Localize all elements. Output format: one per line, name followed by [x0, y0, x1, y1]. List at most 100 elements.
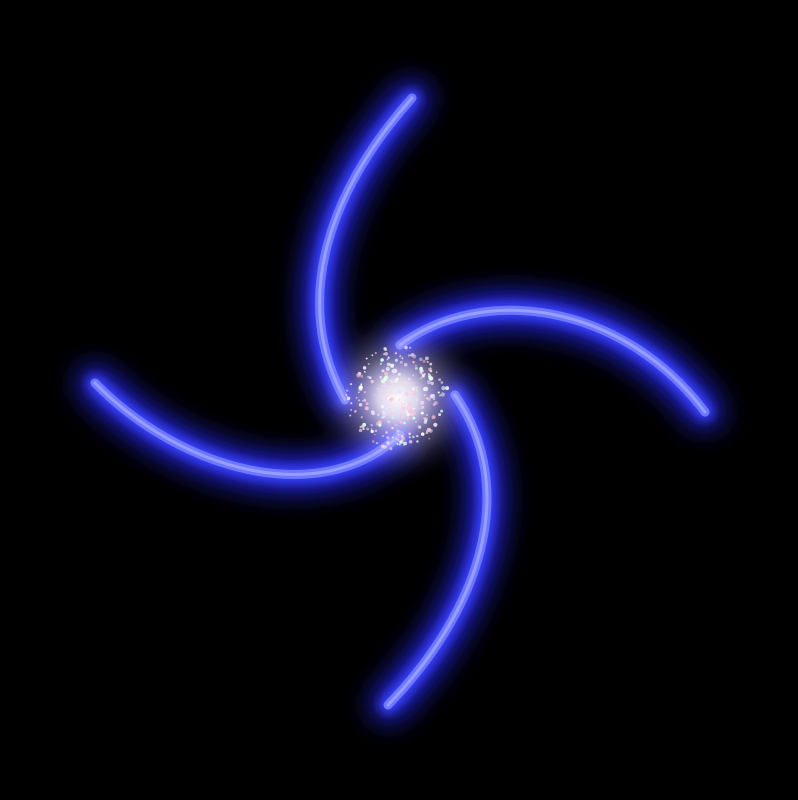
- core-particle: [357, 371, 362, 376]
- core-particle: [425, 397, 429, 400]
- core-particle: [380, 404, 385, 409]
- core-particle: [426, 380, 432, 385]
- core-particle: [412, 354, 417, 359]
- core-particle: [366, 427, 369, 431]
- core-particle: [380, 358, 384, 362]
- core-particle: [412, 407, 415, 410]
- core-particle: [398, 373, 401, 376]
- core-particle: [389, 447, 393, 450]
- core-particle: [385, 431, 388, 434]
- core-particle: [408, 436, 411, 439]
- core-particle: [383, 387, 386, 390]
- spiral-arm-right-highlight: [398, 308, 707, 414]
- core-particle: [428, 375, 432, 380]
- core-particle: [386, 358, 389, 361]
- core-particle: [360, 374, 364, 378]
- core-particle: [392, 414, 395, 417]
- core-particle: [376, 413, 380, 417]
- core-particle: [403, 380, 407, 384]
- core-particle: [358, 385, 363, 390]
- core-particle: [406, 402, 411, 407]
- core-particle: [397, 438, 400, 442]
- core-particle: [412, 374, 415, 377]
- core-particle: [378, 423, 382, 427]
- core-particle: [419, 407, 422, 410]
- core-particle: [415, 386, 418, 389]
- core-particle: [385, 393, 388, 397]
- core-particle: [429, 362, 433, 366]
- core-particle: [412, 392, 416, 396]
- core-particle: [396, 429, 400, 433]
- core-particle: [395, 437, 398, 440]
- core-particle: [415, 398, 418, 401]
- core-particle: [426, 414, 428, 416]
- spiral-arm-top-highlight: [318, 96, 414, 402]
- core-particle: [426, 361, 429, 363]
- core-particle: [387, 381, 392, 386]
- core-particle: [406, 412, 411, 417]
- core-particle: [367, 375, 370, 378]
- core-particle: [403, 363, 408, 367]
- core-particle: [380, 378, 386, 384]
- core-particle: [384, 397, 388, 400]
- core-particle: [392, 436, 394, 439]
- core-particle: [354, 410, 357, 413]
- core-particle: [432, 403, 436, 407]
- core-particle: [358, 403, 363, 407]
- core-particle: [392, 363, 395, 367]
- core-particle: [404, 392, 409, 396]
- core-particle: [412, 360, 415, 364]
- core-particle: [433, 422, 438, 427]
- core-particle: [359, 425, 362, 428]
- core-particle: [383, 415, 386, 418]
- core-particle: [441, 386, 446, 391]
- core-particle: [438, 413, 442, 417]
- core-particle: [420, 432, 425, 436]
- core-particle: [409, 346, 412, 349]
- core-particle: [387, 420, 391, 424]
- core-particle: [422, 359, 426, 363]
- core-particle: [374, 352, 377, 355]
- core-particle: [350, 408, 353, 411]
- core-particle: [412, 435, 415, 439]
- core-particle: [402, 400, 405, 404]
- core-particle: [424, 386, 429, 391]
- core-particle: [371, 440, 375, 443]
- core-particle: [365, 357, 368, 360]
- core-particle: [360, 416, 363, 419]
- core-particle: [364, 406, 369, 411]
- core-particle: [394, 352, 398, 355]
- core-particle: [420, 400, 425, 405]
- core-particle: [363, 370, 366, 373]
- core-particle: [365, 402, 369, 406]
- core-particle: [388, 363, 392, 366]
- core-particle: [394, 423, 398, 427]
- core-particle: [358, 428, 363, 433]
- core-particle: [429, 394, 435, 399]
- core-particle: [401, 395, 404, 399]
- core-particle: [386, 436, 390, 440]
- core-particle: [346, 396, 351, 401]
- core-particle: [370, 379, 374, 384]
- core-particle: [395, 391, 398, 394]
- core-particle: [394, 358, 398, 362]
- core-particle: [415, 389, 419, 392]
- core-particle: [387, 356, 390, 359]
- core-particle: [371, 354, 374, 357]
- core-particle: [391, 426, 394, 430]
- core-particle: [394, 393, 397, 396]
- core-particle: [362, 366, 367, 370]
- core-particle: [439, 394, 442, 397]
- core-particle: [416, 434, 419, 438]
- core-particle: [397, 389, 402, 394]
- core-particle: [416, 440, 419, 443]
- core-particle: [418, 426, 422, 429]
- core-particle: [399, 421, 403, 424]
- core-particle: [399, 440, 403, 444]
- core-particle: [389, 391, 393, 395]
- core-particle: [430, 381, 434, 386]
- core-particle: [385, 366, 390, 372]
- core-particle: [428, 367, 432, 372]
- core-particle: [363, 398, 367, 402]
